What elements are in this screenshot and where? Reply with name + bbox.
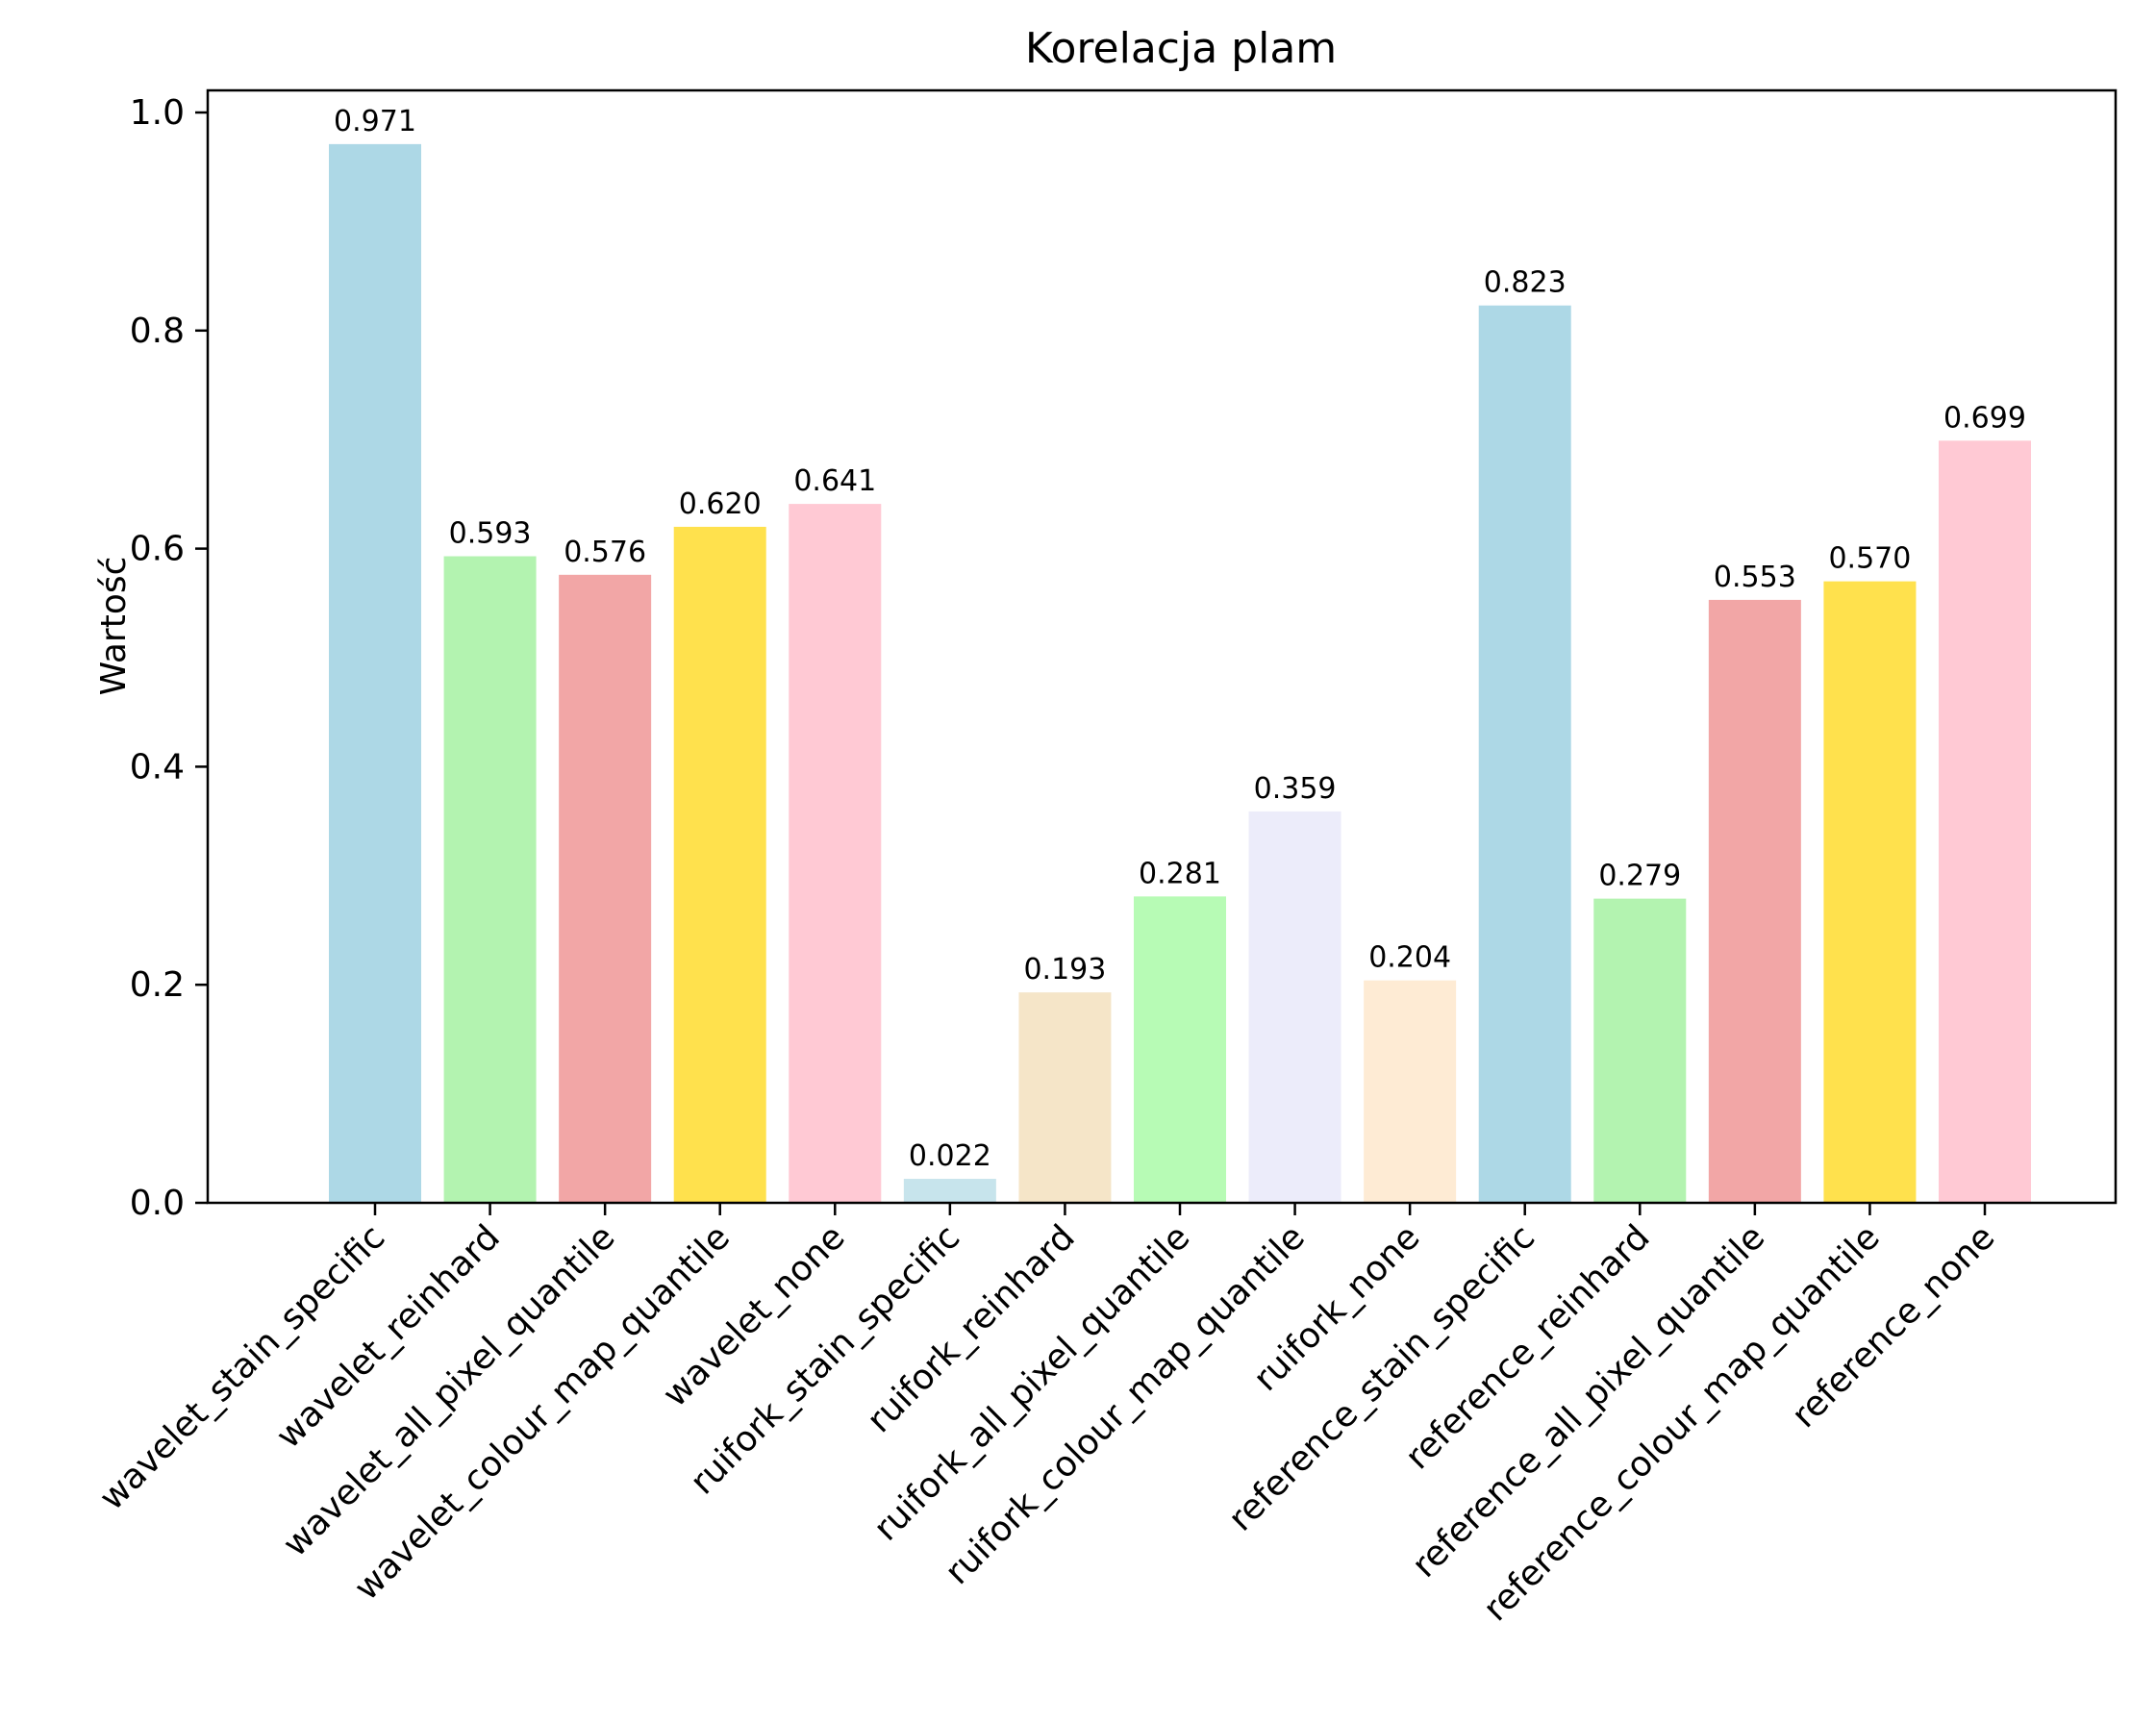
y-tick-label: 0.8 bbox=[130, 312, 185, 351]
bar-wavelet-none bbox=[789, 504, 882, 1203]
bar-ruifork-reinhard bbox=[1018, 992, 1112, 1203]
plot-area-frame bbox=[206, 88, 2118, 1205]
bar-value-label: 0.593 bbox=[449, 517, 532, 551]
bars-group bbox=[329, 143, 2031, 1204]
bar-value-label: 0.553 bbox=[1714, 561, 1796, 594]
x-tick-label: ruifork_reinhard bbox=[860, 1217, 1083, 1440]
bar-reference-all-pixel-quantile bbox=[1708, 599, 1801, 1203]
bar-ruifork-all-pixel-quantile bbox=[1134, 896, 1226, 1203]
bar-value-label: 0.641 bbox=[793, 464, 876, 498]
bar-wavelet-all-pixel-quantile bbox=[559, 574, 652, 1203]
bar-reference-none bbox=[1939, 440, 2031, 1204]
bar-reference-stain-specific bbox=[1478, 305, 1571, 1203]
bar-ruifork-none bbox=[1364, 980, 1457, 1203]
value-labels-group: 0.971 0.593 0.576 0.620 0.641 0.022 0.193 0.281… bbox=[334, 105, 2026, 1173]
x-tick-label: wavelet_reinhard bbox=[269, 1217, 508, 1456]
bar-reference-colour-map-quantile bbox=[1823, 581, 1917, 1203]
bar-wavelet-reinhard bbox=[443, 556, 537, 1203]
bar-value-label: 0.620 bbox=[679, 487, 762, 521]
y-tick-label: 0.4 bbox=[130, 747, 185, 787]
bar-value-label: 0.699 bbox=[1943, 401, 2026, 435]
bar-ruifork-colour-map-quantile bbox=[1248, 811, 1341, 1203]
y-tick-label: 1.0 bbox=[130, 93, 185, 133]
y-tick-label: 0.2 bbox=[130, 965, 185, 1005]
bar-value-label: 0.204 bbox=[1368, 941, 1451, 975]
y-tick-label: 0.0 bbox=[130, 1184, 185, 1223]
chart-title: Korelacja plam bbox=[1025, 24, 1337, 73]
bar-value-label: 0.022 bbox=[909, 1139, 991, 1173]
bar-wavelet-colour-map-quantile bbox=[673, 526, 766, 1203]
bar-value-label: 0.359 bbox=[1254, 772, 1337, 806]
bar-value-label: 0.570 bbox=[1828, 542, 1911, 576]
bar-value-label: 0.281 bbox=[1139, 857, 1221, 890]
bar-value-label: 0.279 bbox=[1598, 860, 1681, 893]
y-axis-ticks: 0.0 0.2 0.4 0.6 0.8 1.0 bbox=[130, 93, 208, 1223]
bar-value-label: 0.193 bbox=[1023, 953, 1106, 986]
y-tick-label: 0.6 bbox=[130, 530, 185, 569]
bar-wavelet-stain-specific bbox=[329, 143, 421, 1204]
bar-value-label: 0.576 bbox=[564, 536, 646, 569]
x-tick-label: reference_none bbox=[1785, 1217, 2003, 1436]
bar-value-label: 0.823 bbox=[1484, 266, 1567, 300]
bar-ruifork-stain-specific bbox=[903, 1179, 996, 1203]
bar-value-label: 0.971 bbox=[334, 105, 416, 138]
x-axis-ticks: wavelet_stain_specificwavelet_reinhardwa… bbox=[92, 1203, 2003, 1629]
bar-reference-reinhard bbox=[1593, 898, 1687, 1203]
y-axis-label: Wartość bbox=[94, 557, 134, 696]
